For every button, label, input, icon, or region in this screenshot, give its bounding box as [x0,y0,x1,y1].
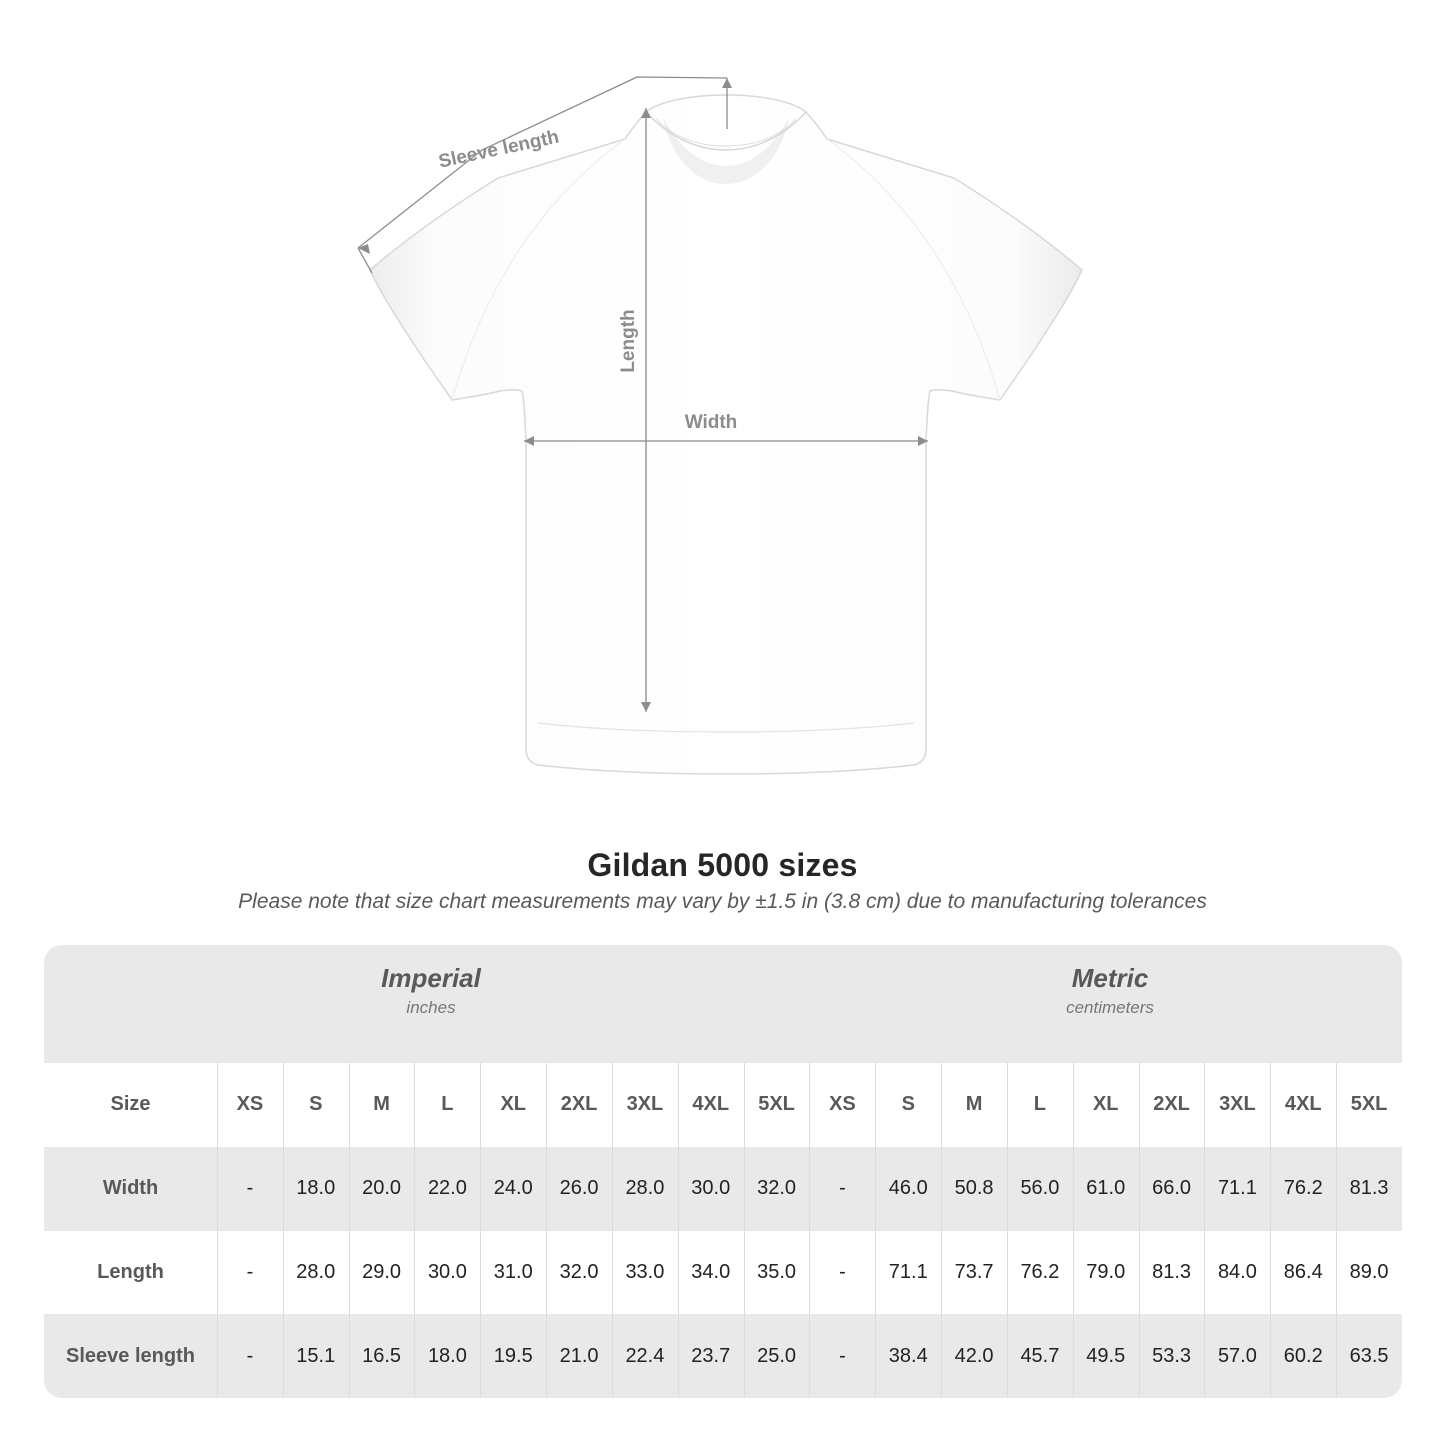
svg-text:Length: Length [618,309,639,372]
svg-text:Width: Width [685,412,738,433]
